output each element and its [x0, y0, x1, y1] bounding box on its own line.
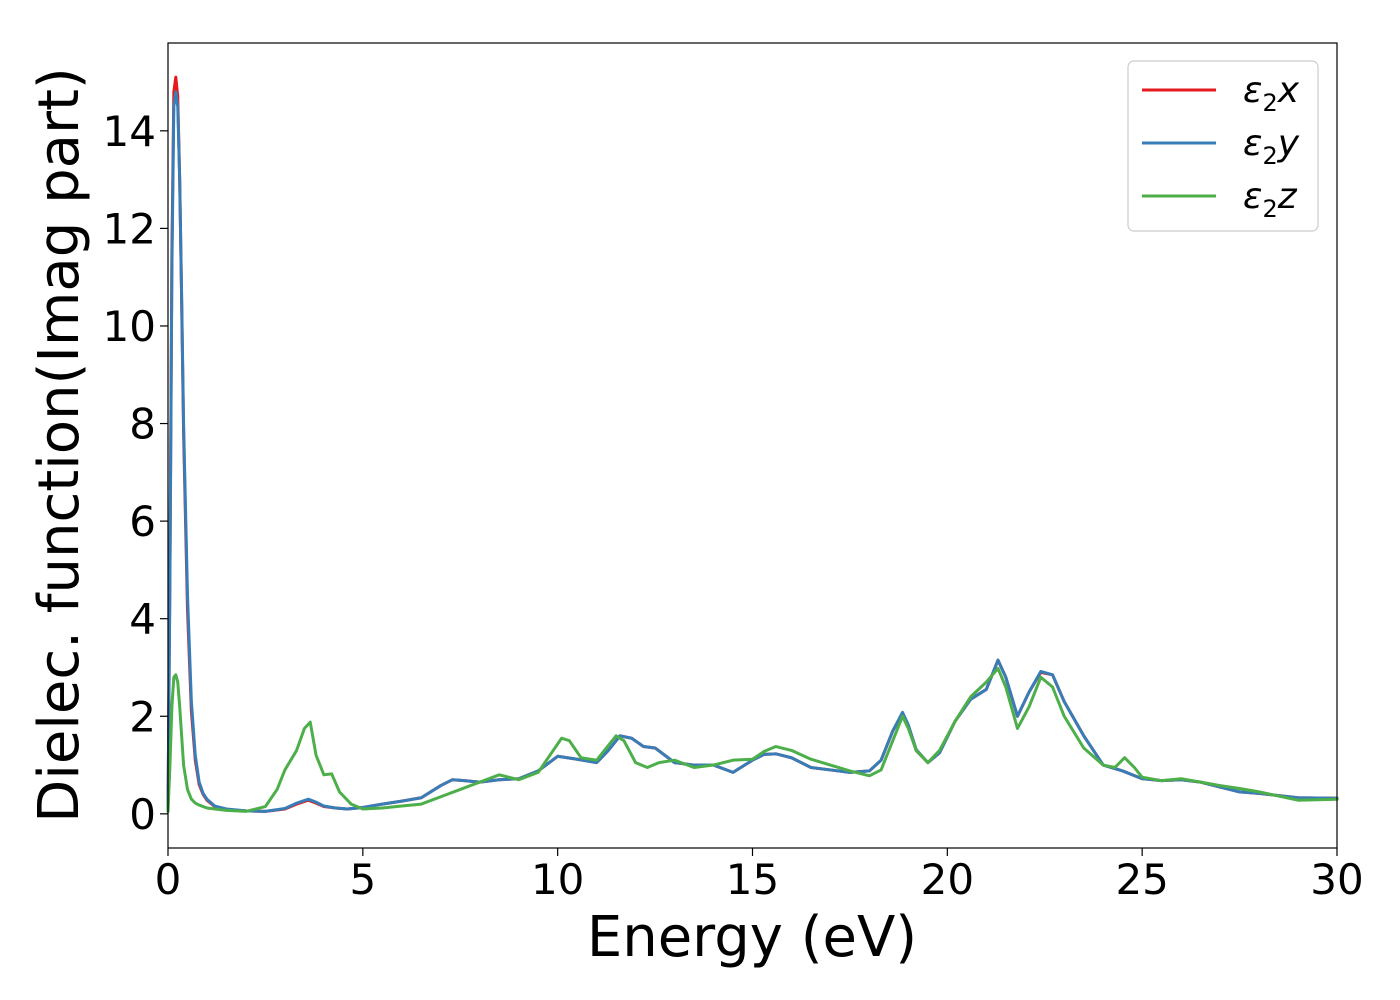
x-tick-label: 15	[726, 855, 779, 904]
legend-frame	[1127, 60, 1319, 232]
y-tick-label: 2	[129, 692, 156, 741]
axis-ticks: 0 5 10 15 20 25 30 0 2 4 6 8 10 12 14	[103, 107, 1364, 904]
x-tick-label: 10	[531, 855, 584, 904]
series-line-z	[166, 666, 1339, 813]
x-tick-label: 5	[349, 855, 376, 904]
y-tick-label: 14	[103, 107, 156, 156]
y-tick-label: 8	[129, 400, 156, 449]
y-tick-label: 6	[129, 497, 156, 546]
y-axis-label: Dielec. function(Imag part)	[27, 67, 92, 823]
legend-label-x: ε2x	[1243, 70, 1300, 117]
x-tick-label: 20	[921, 855, 974, 904]
legend-label-y: ε2y	[1243, 123, 1300, 170]
x-tick-label: 0	[155, 855, 182, 904]
legend-label-z: ε2z	[1243, 176, 1298, 223]
legend: ε2x ε2y ε2z	[1127, 60, 1319, 232]
x-tick-label: 25	[1115, 855, 1168, 904]
y-tick-label: 4	[129, 595, 156, 644]
series-lines	[166, 75, 1339, 813]
series-line-y	[166, 90, 1339, 813]
y-tick-label: 10	[103, 302, 156, 351]
y-tick-label: 0	[129, 790, 156, 839]
x-tick-label: 30	[1310, 855, 1363, 904]
y-tick-label: 12	[103, 204, 156, 253]
x-axis-label: Energy (eV)	[587, 905, 917, 970]
